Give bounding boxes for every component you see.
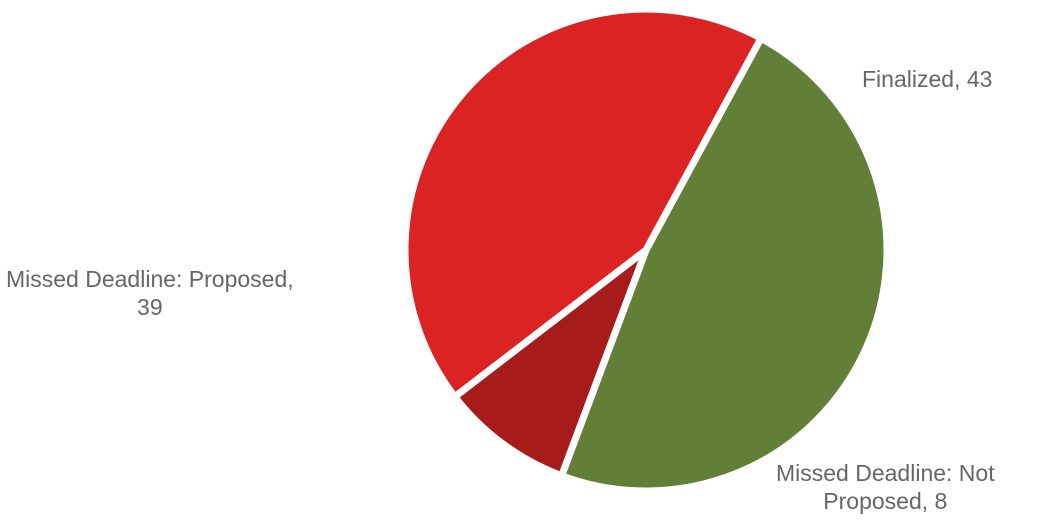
slice-label-finalized: Finalized, 43 — [862, 65, 992, 93]
pie-slice-missed-deadline-not-proposed — [451, 246, 650, 480]
slice-label-missed-deadline-proposed-line-1: Missed Deadline: Proposed, — [6, 266, 294, 292]
slice-label-missed-deadline-not-proposed: Missed Deadline: Not Proposed, 8 — [776, 459, 995, 515]
slice-label-missed-deadline-not-proposed-line-1: Missed Deadline: Not — [776, 460, 995, 486]
slice-label-missed-deadline-not-proposed-line-2: Proposed, 8 — [823, 488, 948, 514]
slice-label-missed-deadline-proposed: Missed Deadline: Proposed, 39 — [6, 265, 294, 321]
pie-slice-missed-deadline-proposed — [401, 5, 765, 401]
pie-slice-finalized — [558, 34, 891, 495]
slice-label-missed-deadline-proposed-line-2: 39 — [137, 294, 163, 320]
slice-label-finalized-line-1: Finalized, 43 — [862, 66, 993, 92]
